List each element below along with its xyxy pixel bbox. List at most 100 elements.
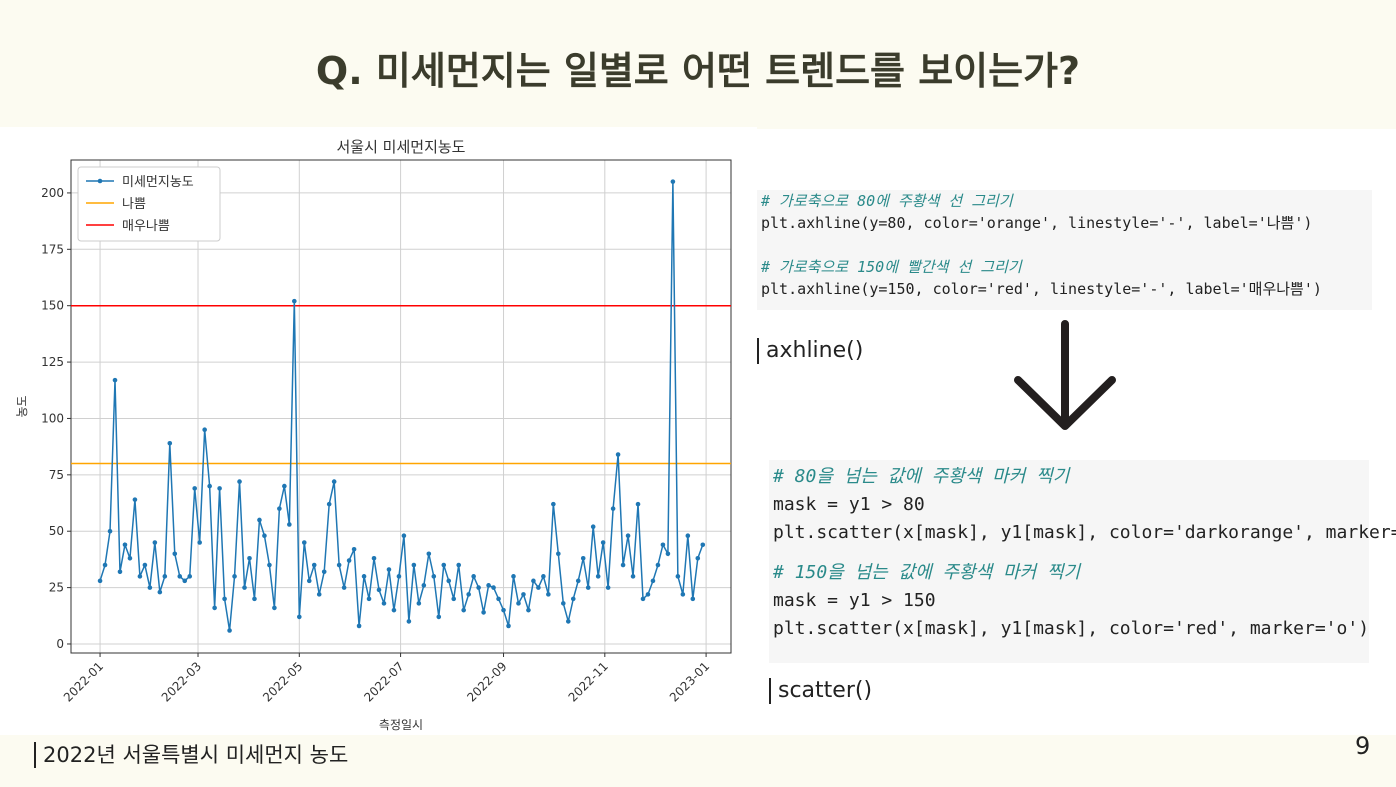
- data-point: [406, 619, 412, 624]
- chart-panel: 서울시 미세먼지농도 0 25 50 75 100 125 150 175 200 2022-01 2…: [0, 127, 757, 735]
- data-point: [157, 589, 163, 595]
- data-point: [97, 578, 103, 584]
- x-tick-label: 2022-05: [260, 659, 305, 704]
- data-point: [481, 610, 486, 615]
- x-tick-label: 2022-07: [361, 659, 406, 704]
- data-point: [341, 585, 347, 590]
- y-tick-label: 150: [41, 299, 64, 313]
- slide-title: Q. 미세먼지는 일별로 어떤 트렌드를 보이는가?: [315, 49, 1081, 93]
- data-point: [570, 596, 576, 602]
- plot-frame: [70, 159, 732, 654]
- x-tick-label: 2022-09: [464, 659, 509, 704]
- data-point: [585, 585, 591, 590]
- data-point: [665, 551, 671, 557]
- data-point: [326, 501, 332, 507]
- data-point: [456, 562, 461, 568]
- data-point: [122, 542, 128, 548]
- data-point: [541, 574, 546, 579]
- data-point: [167, 440, 173, 446]
- data-point: [336, 562, 342, 568]
- data-point: [316, 592, 322, 597]
- data-point: [142, 562, 148, 568]
- data-point: [366, 596, 372, 602]
- y-tick-label: 0: [56, 637, 64, 651]
- data-point: [371, 555, 377, 561]
- code-comment: # 가로축으로 80에 주황색 선 그리기: [761, 192, 1013, 210]
- data-point: [197, 540, 202, 545]
- data-point: [561, 601, 566, 606]
- data-point: [670, 179, 676, 184]
- x-tick-label: 2022-03: [159, 659, 204, 704]
- chart: 서울시 미세먼지농도 0 25 50 75 100 125 150 175 200 2022-01 2…: [15, 138, 732, 732]
- data-point: [605, 585, 611, 590]
- data-point: [351, 546, 357, 552]
- data-point: [292, 298, 297, 304]
- data-point: [496, 596, 501, 602]
- data-point: [117, 569, 123, 575]
- data-point: [232, 574, 237, 579]
- data-point: [451, 596, 457, 602]
- data-point: [630, 574, 636, 579]
- code-line: plt.axhline(y=80, color='orange', linest…: [761, 214, 1313, 232]
- code-line: plt.scatter(x[mask], y1[mask], color='re…: [773, 618, 1370, 639]
- data-point: [396, 574, 402, 579]
- data-point: [650, 578, 656, 584]
- code-comment: # 가로축으로 150에 빨간색 선 그리기: [761, 258, 1022, 276]
- data-point: [376, 587, 382, 593]
- legend-label: 미세먼지농도: [122, 175, 194, 190]
- data-point: [102, 562, 108, 568]
- data-point: [660, 542, 666, 548]
- data-point: [356, 623, 362, 629]
- data-point: [177, 574, 183, 579]
- y-axis-label: 농도: [15, 395, 29, 417]
- arrow-shape: [1014, 320, 1116, 430]
- code-comment: # 150을 넘는 값에 주황색 마커 찍기: [773, 562, 1081, 583]
- data-point: [212, 605, 217, 611]
- data-point: [242, 585, 247, 590]
- data-point: [331, 479, 337, 484]
- data-point: [306, 578, 312, 584]
- data-point: [257, 517, 262, 523]
- data-point: [202, 427, 207, 433]
- arrow: [1014, 320, 1116, 430]
- data-point: [386, 567, 392, 572]
- code-line: plt.axhline(y=150, color='red', linestyl…: [761, 280, 1322, 298]
- y-tick-label: 125: [41, 355, 64, 369]
- x-axis-label: 측정일시: [379, 718, 423, 732]
- data-point: [506, 623, 511, 629]
- data-point: [247, 555, 252, 561]
- data-point: [361, 574, 367, 579]
- data-point: [227, 628, 232, 633]
- legend-label: 매우나쁨: [122, 219, 170, 234]
- code-line: mask = y1 > 150: [773, 590, 936, 611]
- data-point: [267, 562, 272, 568]
- data-point: [162, 574, 168, 579]
- data-point: [551, 501, 556, 507]
- y-tick-label: 200: [41, 186, 64, 200]
- chart-title: 서울시 미세먼지농도: [337, 138, 466, 156]
- data-point: [536, 585, 541, 590]
- data-point: [521, 592, 526, 597]
- data-point: [137, 574, 143, 579]
- caption: scatter(): [769, 678, 872, 704]
- x-tick-label: 2022-11: [566, 659, 611, 704]
- data-point: [172, 551, 178, 557]
- y-tick-label: 25: [49, 581, 64, 595]
- data-point: [531, 578, 536, 584]
- y-tick-label: 50: [49, 524, 64, 538]
- data-point: [147, 585, 153, 590]
- data-point: [297, 614, 302, 620]
- data-point: [461, 607, 466, 613]
- data-point: [466, 592, 471, 597]
- data-point: [421, 583, 427, 588]
- data-point: [595, 574, 601, 579]
- legend-marker: [97, 178, 103, 184]
- data-point: [685, 533, 691, 539]
- data-point: [441, 562, 447, 568]
- data-point: [655, 562, 661, 568]
- data-point: [272, 605, 277, 611]
- data-point: [277, 506, 282, 511]
- data-point: [645, 592, 651, 597]
- x-tick-label: 2023-01: [667, 659, 712, 704]
- data-point: [516, 601, 521, 606]
